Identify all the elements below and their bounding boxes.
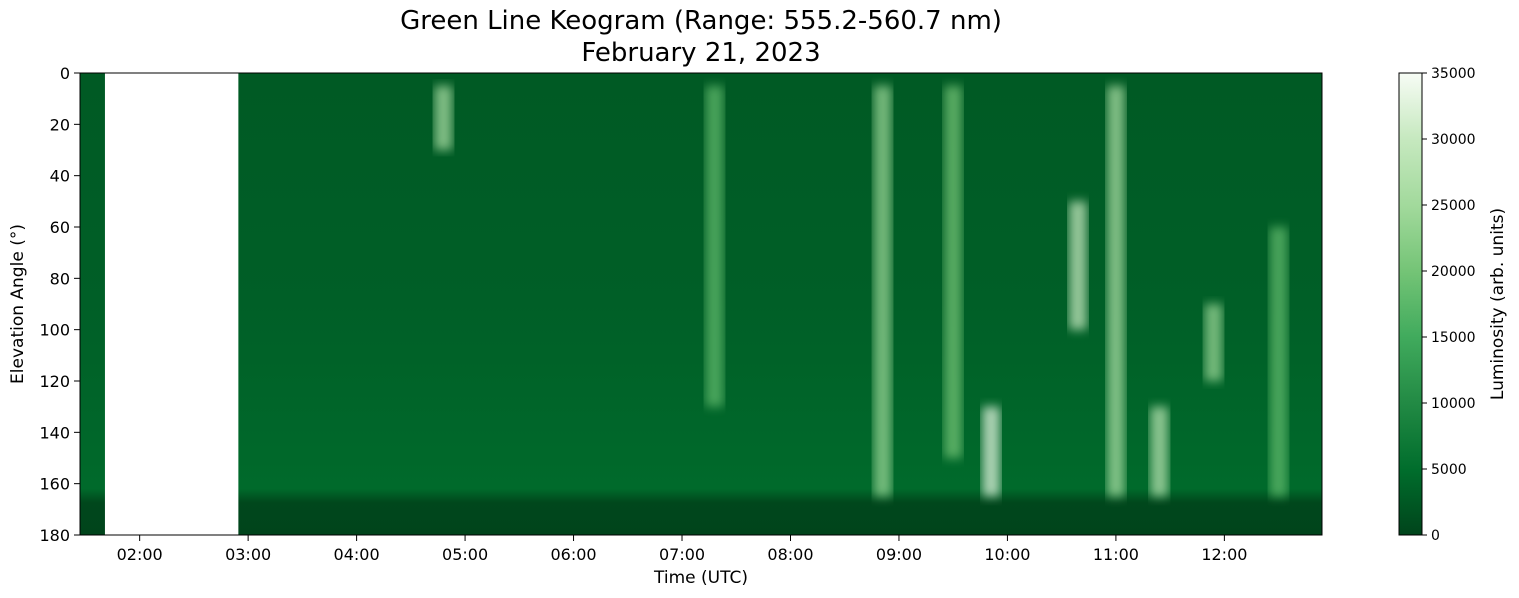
auroral-feature-7 bbox=[1106, 85, 1125, 497]
x-tick-label: 04:00 bbox=[334, 545, 380, 564]
colorbar-tick-label: 10000 bbox=[1431, 396, 1476, 412]
colorbar bbox=[1398, 72, 1423, 536]
colorbar-tick-label: 5000 bbox=[1431, 462, 1467, 478]
x-tick-label: 02:00 bbox=[117, 545, 163, 564]
plot-area bbox=[80, 73, 1322, 535]
x-tick-label: 06:00 bbox=[550, 545, 596, 564]
y-tick-label: 180 bbox=[39, 526, 70, 545]
x-axis-label: Time (UTC) bbox=[654, 568, 748, 588]
y-tick-label: 0 bbox=[60, 64, 70, 83]
auroral-feature-4 bbox=[944, 85, 963, 458]
y-tick-label: 100 bbox=[39, 321, 70, 340]
auroral-feature-2 bbox=[705, 85, 724, 407]
chart-title: Green Line Keogram (Range: 555.2-560.7 n… bbox=[400, 6, 1002, 36]
auroral-feature-10 bbox=[1269, 227, 1288, 497]
x-axis: 02:00 03:00 04:00 05:00 06:00 07:00 08:00 09:00… bbox=[117, 535, 1247, 564]
auroral-feature-3 bbox=[873, 85, 892, 497]
x-tick-label: 07:00 bbox=[659, 545, 705, 564]
auroral-features bbox=[434, 85, 1288, 497]
auroral-feature-9 bbox=[1204, 304, 1223, 381]
colorbar-tick-label: 30000 bbox=[1431, 132, 1476, 148]
x-tick-label: 12:00 bbox=[1201, 545, 1247, 564]
auroral-feature-6 bbox=[1068, 201, 1087, 330]
y-tick-label: 40 bbox=[50, 167, 70, 186]
colorbar-tick-label: 35000 bbox=[1431, 66, 1476, 82]
y-axis: 0 20 40 60 80 100 120 140 160 180 bbox=[39, 64, 80, 545]
y-tick-label: 60 bbox=[50, 218, 70, 237]
auroral-feature-5 bbox=[982, 406, 1001, 497]
y-tick-label: 20 bbox=[50, 115, 70, 134]
x-tick-label: 11:00 bbox=[1093, 545, 1139, 564]
colorbar-tick-label: 25000 bbox=[1431, 198, 1476, 214]
chart-subtitle: February 21, 2023 bbox=[581, 38, 821, 68]
heatmap-background bbox=[80, 73, 1322, 535]
x-tick-label: 03:00 bbox=[225, 545, 271, 564]
x-tick-label: 08:00 bbox=[767, 545, 813, 564]
colorbar-axis: 0 5000 10000 15000 20000 25000 30000 35000 bbox=[1422, 66, 1476, 544]
auroral-feature-1 bbox=[434, 85, 453, 150]
colorbar-tick-label: 0 bbox=[1431, 528, 1440, 544]
y-tick-label: 160 bbox=[39, 475, 70, 494]
y-tick-label: 140 bbox=[39, 423, 70, 442]
colorbar-tick-label: 15000 bbox=[1431, 330, 1476, 346]
x-tick-label: 10:00 bbox=[984, 545, 1030, 564]
x-tick-label: 05:00 bbox=[442, 545, 488, 564]
y-tick-label: 120 bbox=[39, 372, 70, 391]
colorbar-tick-label: 20000 bbox=[1431, 264, 1476, 280]
plot-frame bbox=[79, 72, 1323, 536]
x-tick-label: 09:00 bbox=[876, 545, 922, 564]
auroral-feature-8 bbox=[1150, 406, 1169, 497]
y-tick-label: 80 bbox=[50, 269, 70, 288]
data-gap bbox=[104, 73, 239, 535]
